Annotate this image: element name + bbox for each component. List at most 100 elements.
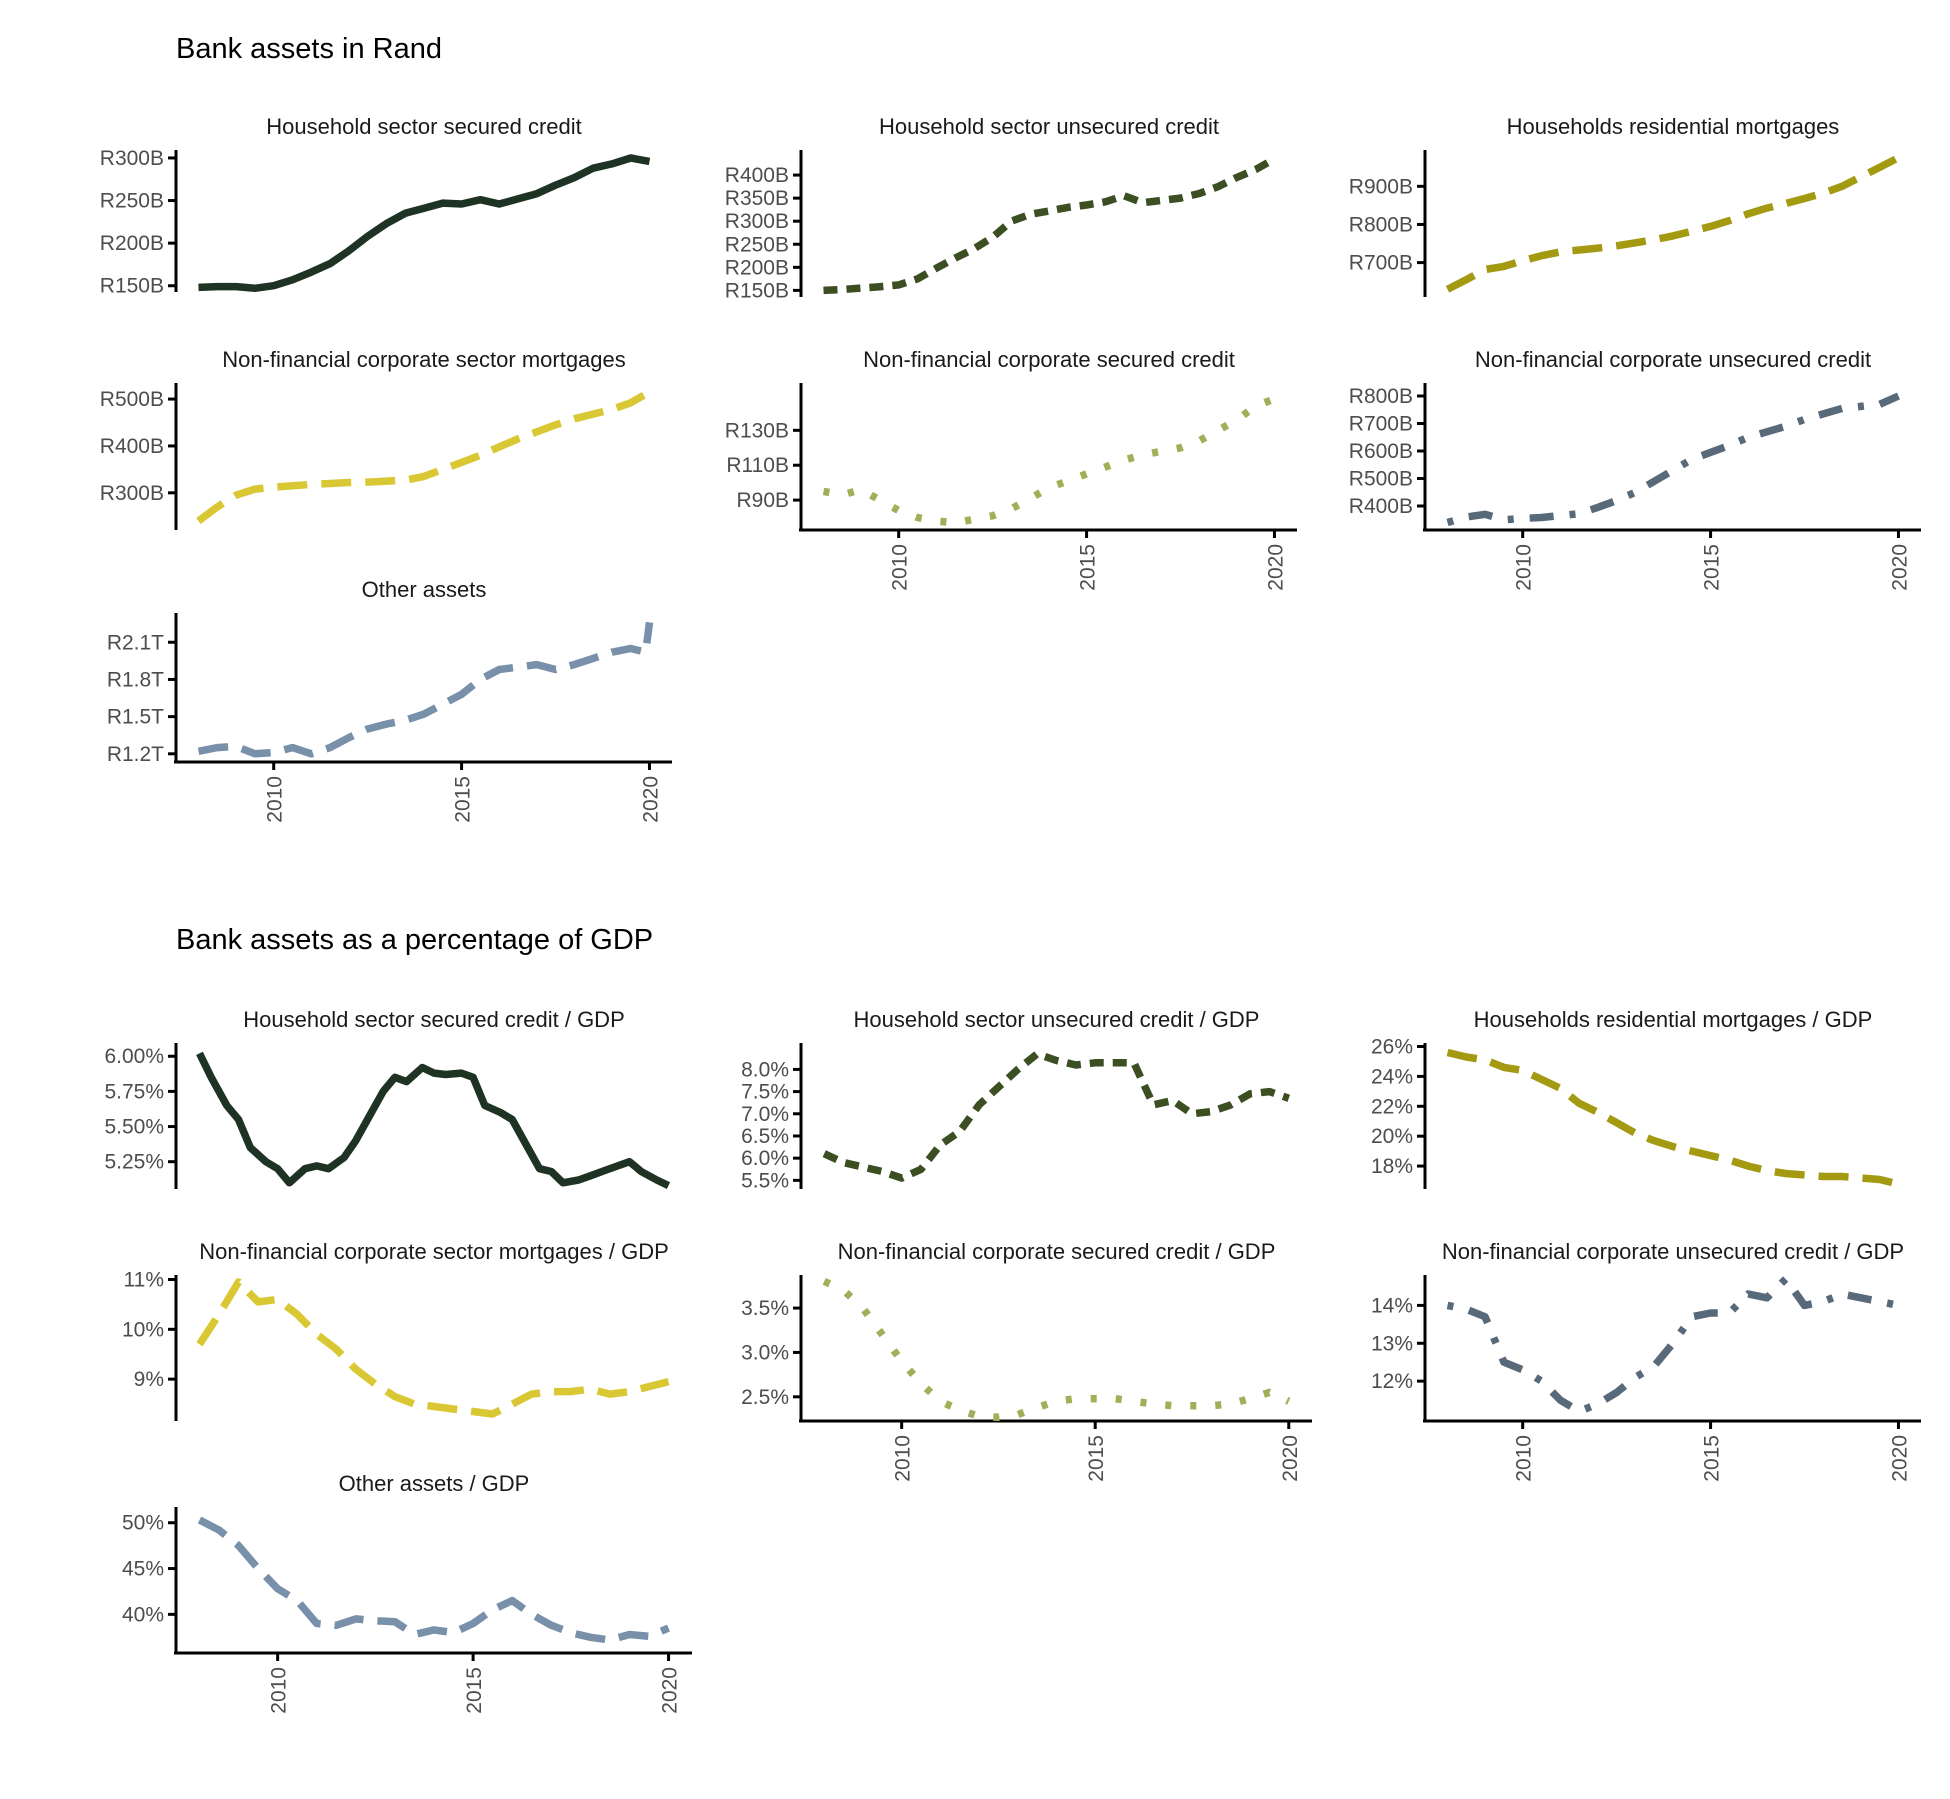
panel-title: Households residential mortgages [1507,114,1840,139]
y-tick-label: 18% [1371,1155,1413,1178]
y-tick-label: R2.1T [107,631,164,654]
series-line [1446,1275,1900,1416]
panels-rand: Household sector secured creditR150BR200… [100,114,1921,823]
y-tick-label: R800B [1349,213,1413,236]
x-tick-label: 2020 [1264,544,1287,591]
panel-1-1: Household sector unsecured credit / GDP 5… [741,1007,1291,1192]
x-tick-label: 2015 [1701,1435,1724,1482]
x-tick-label: 2015 [452,776,475,823]
y-tick-label: R200B [100,232,164,255]
y-tick-label: 50% [122,1512,164,1535]
series-line [198,154,651,293]
x-tick-label: 2020 [1888,1435,1911,1482]
y-tick-label: 10% [122,1318,164,1341]
y-tick-label: 14% [1371,1294,1413,1317]
y-tick-label: R250B [100,190,164,213]
panel-1-4: Non-financial corporate secured credit /… [741,1239,1312,1482]
y-tick-label: R900B [1349,175,1413,198]
x-tick-label: 2020 [1888,544,1911,591]
y-tick-label: R400B [725,164,789,187]
y-tick-label: 20% [1371,1125,1413,1148]
group-title-gdp: Bank assets as a percentage of GDP [176,924,653,956]
series-line [1446,392,1901,527]
y-tick-label: R200B [725,256,789,279]
y-tick-label: R150B [725,279,789,302]
y-tick-label: R300B [725,210,789,233]
y-tick-label: 5.75% [104,1080,164,1103]
y-tick-label: R700B [1349,413,1413,436]
y-tick-label: 6.0% [741,1147,789,1170]
panel-title: Non-financial corporate unsecured credit [1475,347,1871,372]
y-tick-label: 22% [1371,1095,1413,1118]
y-tick-label: 24% [1371,1065,1413,1088]
y-tick-label: R110B [726,454,789,477]
panel-title: Non-financial corporate secured credit [863,347,1235,372]
y-tick-label: 8.0% [741,1058,789,1081]
series-line [196,1051,671,1189]
x-tick-label: 2010 [264,776,287,823]
y-tick-label: 3.5% [741,1297,789,1320]
y-tick-label: 40% [122,1603,164,1626]
y-tick-label: 6.00% [104,1045,164,1068]
y-tick-label: 5.50% [104,1116,164,1139]
y-tick-label: R1.2T [107,743,164,766]
y-tick-label: 6.5% [741,1125,789,1148]
x-tick-label: 2010 [268,1667,291,1714]
y-tick-label: 13% [1371,1332,1413,1355]
x-tick-label: 2020 [659,1667,682,1714]
series-line [1445,154,1901,293]
panel-title: Household sector secured credit / GDP [243,1007,625,1032]
panel-title: Other assets / GDP [339,1471,530,1496]
series-line [822,1277,1291,1421]
y-tick-label: 3.0% [741,1341,789,1364]
panel-0-2: Households residential mortgages R700B R80… [1349,114,1901,297]
panel-title: Non-financial corporate sector mortgages… [199,1239,669,1264]
x-tick-label: 2015 [463,1667,486,1714]
panel-1-5: Non-financial corporate unsecured credit… [1371,1239,1921,1482]
panel-title: Non-financial corporate secured credit /… [838,1239,1276,1264]
y-tick-label: R350B [725,187,789,210]
series-line [197,1516,670,1644]
y-tick-label: R700B [1349,252,1413,275]
y-tick-label: R300B [100,147,164,170]
y-tick-label: R90B [736,489,789,512]
y-tick-label: 26% [1371,1035,1413,1058]
y-tick-label: R300B [100,482,164,505]
y-tick-label: R1.5T [107,706,164,729]
y-tick-label: R250B [725,233,789,256]
panel-0-6: Other assets R1.2T R1.5T R1.8T R2.1T 2010 2015… [107,577,672,823]
panel-title: Household sector secured credit [266,114,582,139]
series-line [196,388,652,524]
group-title-rand: Bank assets in Rand [176,33,442,65]
panel-1-0: Household sector secured credit / GDP 5.2… [104,1007,671,1189]
y-tick-label: 9% [134,1368,164,1391]
panel-1-2: Households residential mortgages / GDP 18… [1371,1007,1900,1189]
y-tick-label: 2.5% [741,1386,789,1409]
y-tick-label: 45% [122,1558,164,1581]
panel-title: Household sector unsecured credit [879,114,1219,139]
x-tick-label: 2010 [1513,1435,1536,1482]
y-tick-label: 7.5% [741,1081,789,1104]
panel-title: Other assets [362,577,487,602]
panel-title: Non-financial corporate sector mortgages [222,347,626,372]
series-line [1446,1048,1900,1188]
y-tick-label: 12% [1371,1370,1413,1393]
series-line [196,1278,670,1418]
panel-0-4: Non-financial corporate secured credit R9… [725,347,1297,591]
x-tick-label: 2010 [889,544,912,591]
y-tick-label: R500B [1349,468,1413,491]
x-tick-label: 2015 [1077,544,1100,591]
y-tick-label: 7.0% [741,1103,789,1126]
y-tick-label: R1.8T [107,668,164,691]
x-tick-label: 2015 [1701,544,1724,591]
x-tick-label: 2020 [639,776,662,823]
panel-1-3: Non-financial corporate sector mortgages… [122,1239,670,1421]
x-tick-label: 2020 [1279,1435,1302,1482]
panel-title: Household sector unsecured credit / GDP [854,1007,1260,1032]
panels-gdp: Household sector secured credit / GDP 5.2… [104,1007,1921,1714]
panel-title: Households residential mortgages / GDP [1474,1007,1873,1032]
series-line [822,395,1276,527]
series-line [197,621,654,758]
y-tick-label: R500B [100,388,164,411]
